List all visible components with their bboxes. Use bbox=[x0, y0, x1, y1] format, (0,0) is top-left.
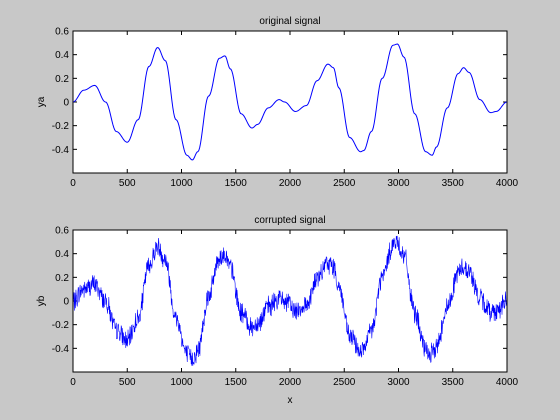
x-tick-label: 2000 bbox=[279, 377, 302, 388]
y-axis-label: ya bbox=[36, 96, 47, 107]
y-tick-label: 0.2 bbox=[55, 74, 69, 85]
x-tick-label: 3500 bbox=[442, 178, 465, 189]
y-tick-label: 0.6 bbox=[55, 27, 69, 38]
y-tick-label: 0 bbox=[63, 297, 69, 308]
axes-frame bbox=[72, 30, 508, 174]
y-tick-label: -0.2 bbox=[52, 121, 70, 132]
x-tick-label: 500 bbox=[119, 377, 136, 388]
y-tick-label: -0.2 bbox=[52, 320, 70, 331]
x-tick-label: 3500 bbox=[442, 377, 465, 388]
y-tick-label: -0.4 bbox=[52, 145, 70, 156]
data-series-line bbox=[72, 43, 508, 161]
x-tick-label: 2500 bbox=[333, 377, 356, 388]
chart-panel-corrupted: corrupted signal yb x 0 500 1000 1500 2000 25… bbox=[36, 215, 519, 406]
data-series-line bbox=[72, 235, 508, 366]
y-tick-label: 0.4 bbox=[55, 50, 69, 61]
axes-background bbox=[73, 31, 507, 173]
y-tick-label: 0.6 bbox=[55, 226, 69, 237]
x-tick-label: 500 bbox=[119, 178, 136, 189]
y-tick-label: 0.2 bbox=[55, 273, 69, 284]
x-tick-label: 0 bbox=[70, 178, 76, 189]
x-tick-label: 2500 bbox=[333, 178, 356, 189]
axes-background bbox=[73, 230, 507, 372]
x-tick-label: 2000 bbox=[279, 178, 302, 189]
y-tick-label: 0 bbox=[63, 98, 69, 109]
x-tick-label: 1500 bbox=[225, 178, 248, 189]
x-axis-label: x bbox=[288, 395, 293, 406]
y-tick-label: -0.4 bbox=[52, 344, 70, 355]
x-tick-label: 1000 bbox=[170, 178, 193, 189]
x-tick-label: 4000 bbox=[496, 178, 519, 189]
y-axis-label: yb bbox=[36, 295, 47, 306]
y-tick-label: 0.4 bbox=[55, 249, 69, 260]
tick-group: 0 500 1000 1500 2000 2500 3000 3500 4000 -0.4 -0.2… bbox=[52, 27, 519, 190]
x-tick-label: 1000 bbox=[170, 377, 193, 388]
x-tick-label: 4000 bbox=[496, 377, 519, 388]
x-tick-label: 1500 bbox=[225, 377, 248, 388]
chart-title: original signal bbox=[259, 16, 320, 27]
x-tick-label: 3000 bbox=[387, 377, 410, 388]
axes-frame bbox=[72, 229, 508, 373]
chart-title: corrupted signal bbox=[254, 215, 325, 226]
chart-panel-original: original signal ya 0 500 1000 1500 2000 2500 3… bbox=[36, 16, 519, 189]
x-tick-label: 3000 bbox=[387, 178, 410, 189]
x-tick-label: 0 bbox=[70, 377, 76, 388]
